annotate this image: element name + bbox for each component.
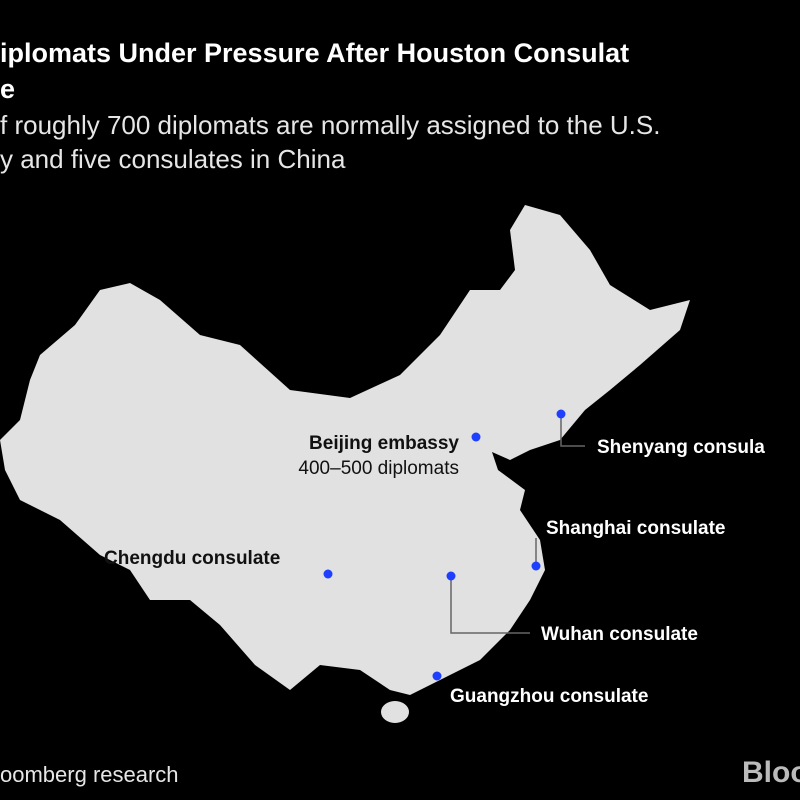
- location-dot: [531, 561, 541, 571]
- logo: Bloo: [742, 756, 800, 789]
- leader-line: [560, 414, 585, 447]
- location-dot: [556, 409, 566, 419]
- subtitle: f roughly 700 diplomats are normally ass…: [0, 110, 660, 140]
- location-label: Wuhan consulate: [541, 624, 698, 645]
- location-label: Guangzhou consulate: [450, 686, 648, 707]
- location-label: Shanghai consulate: [546, 518, 725, 539]
- china-outline: [0, 205, 690, 695]
- hainan: [381, 701, 409, 723]
- location-note: 400–500 diplomats: [298, 458, 459, 479]
- location-dot: [323, 569, 333, 579]
- title: e: [0, 74, 15, 104]
- location-label: Shenyang consula: [597, 437, 765, 458]
- title: iplomats Under Pressure After Houston Co…: [0, 38, 629, 68]
- location-dot: [446, 571, 456, 581]
- location-label: Beijing embassy: [309, 433, 459, 454]
- location-label: Chengdu consulate: [104, 548, 280, 569]
- location-dot: [432, 671, 442, 681]
- subtitle: y and five consulates in China: [0, 144, 346, 174]
- source: oomberg research: [0, 762, 179, 787]
- leader-line: [450, 576, 530, 634]
- location-dot: [471, 432, 481, 442]
